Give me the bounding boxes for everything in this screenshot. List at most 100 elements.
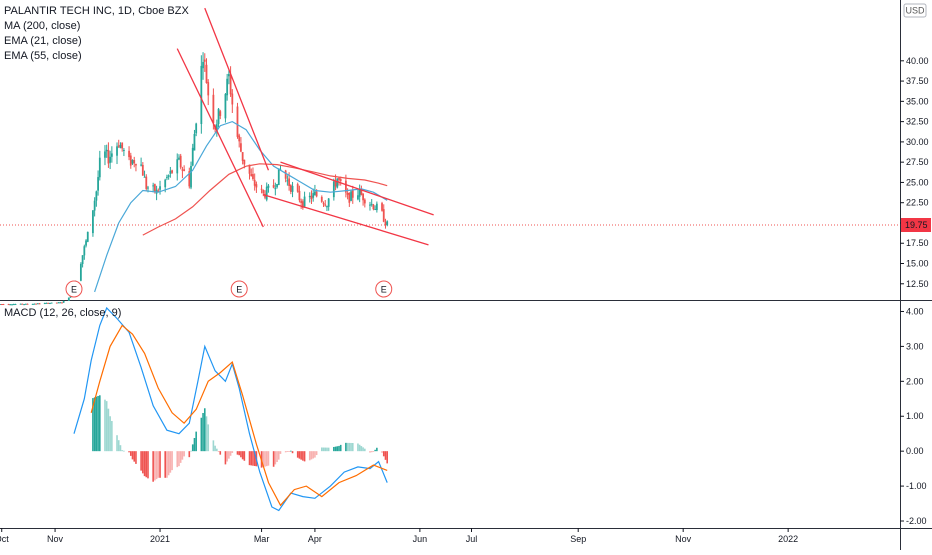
time-tick-label: Jun [413,534,428,544]
candle-body [7,304,10,306]
candle-body [179,155,182,168]
candle-body [375,203,378,211]
candle [121,142,124,152]
histogram-bar [288,451,290,452]
candle-body [152,185,155,187]
candle [98,150,101,181]
candle [143,170,146,178]
time-tick-label: Jul [466,534,478,544]
candle [322,201,325,207]
candle [141,162,144,176]
candle [7,303,10,306]
candle-body [116,146,118,156]
candle-body [23,304,25,306]
candle-body [369,204,371,206]
candle-body [372,204,375,210]
candle [255,181,258,193]
price-tick-label: 15.00 [906,259,929,269]
histogram-bar [374,449,376,452]
histogram-bar [152,451,154,482]
trendline [176,48,264,228]
candle-body [157,190,160,192]
candle-body [381,203,383,211]
candle [109,150,112,170]
candle-body [357,195,359,200]
candle [104,145,106,166]
candle [19,303,22,305]
candle [61,302,63,304]
candle-body [320,196,323,202]
candle-body [300,200,303,203]
earnings-circle [65,280,83,298]
candle [253,173,256,191]
candle-body [109,156,112,163]
candle [171,169,173,174]
candle [374,205,377,211]
candle-body [61,302,63,304]
candle-body [86,231,89,242]
histogram-bar [351,443,354,452]
histogram-bar [129,451,132,456]
candle-body [326,206,328,208]
macd-axis-ticks: -2.00 -1.00 0.00 1.00 2.00 3.00 4.00 [900,306,927,526]
candle [227,70,230,85]
price-tick-label: 27.50 [906,157,929,167]
histogram-bar [195,431,197,452]
symbol-title[interactable]: PALANTIR TECH INC, 1D, Cboe BZX [4,5,189,17]
candle [62,300,65,303]
candle-body [344,180,347,193]
candle [384,218,387,229]
candle-body [140,164,143,166]
histogram-bar [243,451,246,461]
histogram-bar [277,451,280,460]
histogram-bar [357,443,359,452]
histogram-bar [276,451,278,463]
candle-body [288,178,291,186]
ema55-legend[interactable]: EMA (55, close) [4,50,82,62]
histogram-bar [97,395,99,452]
candle [49,302,51,305]
histogram-bar [290,450,292,452]
candle-body [11,304,13,306]
candle-body [336,178,339,188]
candle-body [324,204,327,206]
candle [229,66,232,97]
candle-body [348,192,351,203]
candle [250,168,253,177]
ema21-legend[interactable]: EMA (21, close) [4,35,82,47]
histogram-bar [252,451,254,466]
candle-body [145,176,148,189]
candle-body [21,303,24,305]
trendline [204,7,270,171]
histogram-bar [364,448,366,452]
candle [300,198,303,209]
candle [83,244,86,260]
histogram-bar [384,451,387,460]
macd-legend[interactable]: MACD (12, 26, close, 9) [4,307,122,319]
histogram-bar [117,440,120,452]
candle [219,109,222,120]
candle-body [310,195,313,200]
candle-body [291,185,294,192]
candle-body [224,94,227,119]
candle-body [231,93,234,105]
ema55-line [142,163,388,236]
histogram-bar [386,451,388,464]
histogram-bar [171,451,173,471]
ma200-legend[interactable]: MA (200, close) [4,20,81,32]
candle-body [47,302,50,304]
candle-body [188,171,191,187]
macd-tick-label: 0.00 [906,446,924,456]
trendline [280,161,434,216]
candle-body [253,179,256,186]
candle-body [191,147,194,166]
histogram-bar [169,451,172,473]
candle [339,176,342,186]
candle-body [81,255,84,265]
histogram-bar [154,451,156,481]
candle-body [289,185,292,192]
histogram-bar [236,451,239,455]
candle-body [260,188,263,190]
